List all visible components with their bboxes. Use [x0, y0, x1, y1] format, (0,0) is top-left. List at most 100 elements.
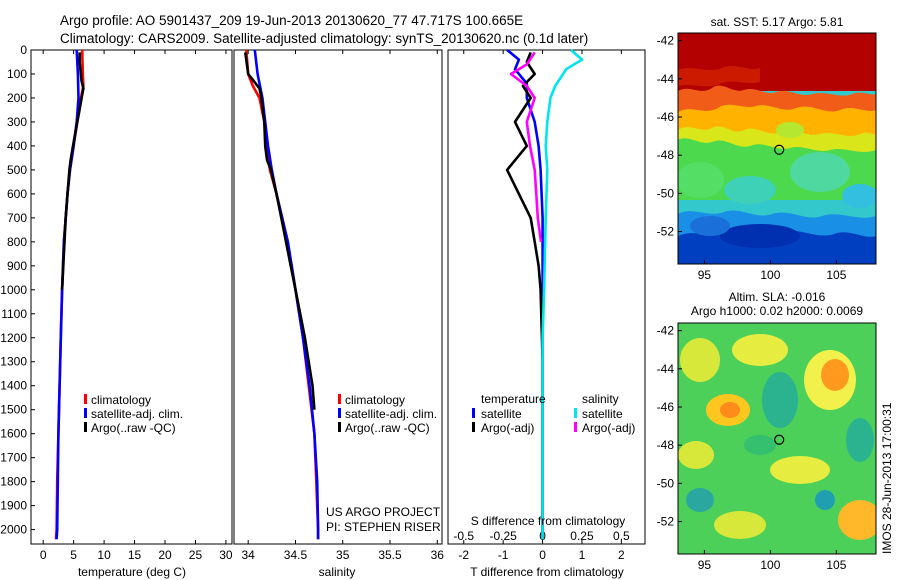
map-x-tick-label: 105: [826, 558, 846, 572]
float-position-marker: [774, 434, 785, 445]
s-tick-label: -0.5: [453, 529, 474, 543]
header-title: Argo profile: AO 5901437_209 19-Jun-2013…: [60, 13, 523, 28]
difference-panel-frame: [447, 49, 646, 545]
map-y-tick-label: -44: [657, 362, 675, 376]
legend-swatch-climatology: [84, 394, 87, 404]
pi-credit: PI: STEPHEN RISER: [326, 520, 441, 534]
difference-series: [505, 48, 584, 540]
t-difference-x-label: T difference from climatology: [470, 565, 624, 579]
depth-tick-label: 1600: [0, 427, 27, 441]
legend-swatch-t-satellite: [472, 408, 475, 418]
difference-legend: temperature salinity satellite Argo(-adj…: [472, 392, 635, 435]
float-position-marker: [774, 144, 785, 155]
legend-swatch-t-argo: [472, 422, 475, 432]
sla-map-frame: [677, 322, 877, 555]
temperature-x-axis: 0 5 10 15 20 25 30: [40, 50, 233, 562]
map-x-tick-label: 100: [760, 558, 780, 572]
depth-axis: 0 100 200 300 400 500 600 700 800 900 1000 1100 1200…: [0, 43, 35, 537]
legend-title-temperature: temperature: [481, 392, 546, 406]
legend-swatch-argo: [338, 422, 341, 432]
legend-swatch-s-satellite: [574, 408, 577, 418]
map-x-tick-label: 105: [826, 268, 846, 282]
x-tick-label: 0: [40, 548, 47, 562]
s-tick-label: 0.5: [613, 529, 630, 543]
depth-tick-label: 800: [7, 235, 27, 249]
legend-label-argo: Argo(..raw -QC): [345, 421, 430, 435]
map-y-tick-label: -50: [657, 476, 675, 490]
legend-label-climatology: climatology: [91, 393, 151, 407]
legend-swatch-satellite: [338, 408, 341, 418]
sst-map-frame: [677, 32, 877, 265]
depth-tick-label: 200: [7, 91, 27, 105]
map-y-tick-label: -46: [657, 400, 675, 414]
legend-swatch-s-argo: [574, 422, 577, 432]
map-y-tick-label: -48: [657, 438, 675, 452]
map-y-tick-label: -52: [657, 515, 675, 529]
series-line-argo-raw-qc-: [60, 52, 85, 290]
legend-label-t-argo: Argo(-adj): [481, 421, 534, 435]
x-tick-label: 30: [219, 548, 233, 562]
temperature-x-label: temperature (deg C): [78, 565, 186, 579]
sst-heatmap: [678, 33, 876, 264]
depth-tick-label: 1500: [0, 403, 27, 417]
x-tick-label: 1: [579, 548, 586, 562]
sla-map-axes: 95 100 105 -42 -44 -46 -48 -50 -52: [657, 324, 847, 572]
legend-label-s-argo: Argo(-adj): [582, 421, 635, 435]
series-line-s-argo-adj-: [509, 51, 543, 242]
x-tick-label: 34.5: [284, 548, 308, 562]
salinity-legend: climatology satellite-adj. clim. Argo(..…: [338, 393, 437, 435]
depth-tick-label: 900: [7, 259, 27, 273]
legend-label-climatology: climatology: [345, 393, 405, 407]
x-tick-label: -1: [498, 548, 509, 562]
map-y-tick-label: -52: [657, 225, 675, 239]
map-y-tick-label: -44: [657, 72, 675, 86]
x-tick-label: 25: [189, 548, 203, 562]
series-line-satellite-adj-clim-: [55, 49, 80, 540]
series-line-climatology: [245, 49, 320, 540]
salinity-x-label: salinity: [319, 565, 356, 579]
depth-tick-label: 1900: [0, 499, 27, 513]
x-tick-label: 20: [158, 548, 172, 562]
legend-title-salinity: salinity: [582, 392, 619, 406]
map-x-tick-label: 95: [698, 558, 712, 572]
x-tick-label: 36: [431, 548, 445, 562]
series-line-s-satellite: [541, 49, 584, 540]
depth-tick-label: 1200: [0, 331, 27, 345]
depth-tick-label: 600: [7, 187, 27, 201]
sst-map-axes: 95 100 105 -42 -44 -46 -48 -50 -52: [657, 34, 847, 282]
sla-map-title: Altim. SLA: -0.016: [729, 290, 826, 304]
depth-tick-label: 500: [7, 163, 27, 177]
sla-heatmap: [678, 323, 876, 554]
map-y-tick-label: -46: [657, 110, 675, 124]
depth-tick-label: 300: [7, 115, 27, 129]
legend-swatch-climatology: [338, 394, 341, 404]
temperature-series: [54, 49, 85, 540]
x-tick-label: 35: [336, 548, 350, 562]
series-line-t-argo-adj-: [505, 51, 544, 540]
depth-tick-label: 1700: [0, 451, 27, 465]
series-line-t-satellite: [506, 48, 544, 540]
series-line-argo-raw-qc-: [244, 52, 316, 410]
legend-swatch-satellite: [84, 408, 87, 418]
temperature-panel-frame: [30, 49, 233, 545]
legend-label-argo: Argo(..raw -QC): [91, 421, 176, 435]
depth-tick-label: 700: [7, 211, 27, 225]
x-tick-label: 34: [242, 548, 256, 562]
depth-tick-label: 0: [20, 43, 27, 57]
x-tick-label: 10: [97, 548, 111, 562]
sst-map-title: sat. SST: 5.17 Argo: 5.81: [711, 15, 844, 29]
s-tick-label: 0.25: [570, 529, 594, 543]
legend-label-t-satellite: satellite: [481, 407, 522, 421]
depth-tick-label: 400: [7, 139, 27, 153]
legend-label-satellite: satellite-adj. clim.: [91, 407, 183, 421]
s-difference-x-label: S difference from climatology: [471, 514, 626, 528]
depth-tick-label: 2000: [0, 523, 27, 537]
map-y-tick-label: -50: [657, 186, 675, 200]
x-tick-label: 2: [618, 548, 625, 562]
salinity-series: [244, 49, 320, 540]
salinity-panel-frame: [233, 49, 443, 545]
legend-label-satellite: satellite-adj. clim.: [345, 407, 437, 421]
depth-tick-label: 1400: [0, 379, 27, 393]
legend-label-s-satellite: satellite: [582, 407, 623, 421]
